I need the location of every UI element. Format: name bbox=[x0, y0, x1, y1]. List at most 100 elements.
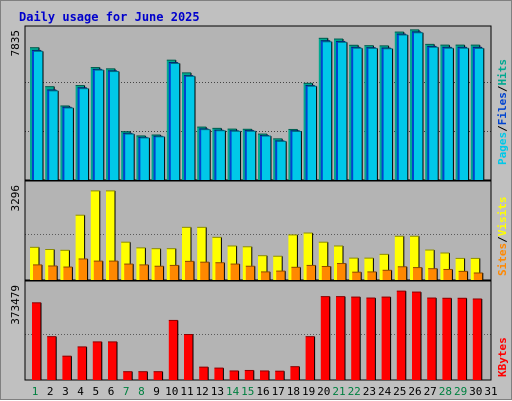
bar-sites-day-18 bbox=[291, 266, 301, 280]
bar-kbytes-day-8 bbox=[138, 371, 148, 380]
x-tick-label: 18 bbox=[287, 385, 300, 398]
bar-kbytes-day-3 bbox=[62, 355, 72, 380]
bar-pages-day-9 bbox=[155, 136, 166, 180]
bar-kbytes-day-30 bbox=[472, 298, 483, 380]
bar-pages-day-12 bbox=[201, 129, 211, 180]
bar-sites-day-21 bbox=[337, 263, 347, 280]
x-tick-label: 26 bbox=[408, 385, 421, 398]
legend-visits-panel: Sites/Visits bbox=[496, 197, 509, 277]
x-tick-label: 17 bbox=[272, 385, 285, 398]
x-tick-label: 31 bbox=[484, 385, 497, 398]
bar-sites-day-17 bbox=[276, 270, 286, 280]
x-tick-label: 28 bbox=[439, 385, 452, 398]
bar-sites-day-30 bbox=[473, 272, 484, 280]
bar-kbytes-day-13 bbox=[214, 367, 224, 380]
bar-sites-day-1 bbox=[33, 264, 43, 280]
bar-sites-day-29 bbox=[458, 270, 469, 280]
bar-sites-day-26 bbox=[413, 267, 423, 280]
legend-kbytes-panel: KBytes bbox=[496, 337, 509, 377]
x-tick-label: 14 bbox=[226, 385, 240, 398]
bar-kbytes-day-11 bbox=[184, 333, 194, 380]
legend-hits-panel-separator: / bbox=[496, 85, 509, 92]
x-tick-label: 13 bbox=[211, 385, 224, 398]
bar-sites-day-28 bbox=[443, 268, 453, 280]
bar-pages-day-1 bbox=[34, 50, 44, 180]
bar-sites-day-7 bbox=[124, 263, 134, 280]
bar-sites-day-10 bbox=[169, 264, 180, 280]
bar-sites-day-13 bbox=[215, 262, 225, 280]
x-tick-label: 22 bbox=[348, 385, 361, 398]
x-tick-label: 20 bbox=[317, 385, 330, 398]
bar-pages-day-14 bbox=[231, 130, 242, 180]
bar-sites-day-20 bbox=[321, 265, 332, 280]
chart-title: Daily usage for June 2025 bbox=[19, 10, 200, 24]
bar-pages-day-16 bbox=[262, 135, 272, 180]
bar-pages-day-2 bbox=[49, 90, 59, 180]
bar-sites-day-23 bbox=[367, 271, 377, 280]
legend-hits-panel: Pages/Files/Hits bbox=[496, 59, 509, 165]
bar-pages-day-8 bbox=[140, 137, 150, 180]
bar-kbytes-day-27 bbox=[427, 297, 437, 380]
bar-kbytes-day-10 bbox=[168, 319, 179, 380]
bar-sites-day-12 bbox=[200, 261, 210, 280]
bar-kbytes-day-25 bbox=[396, 290, 407, 380]
bar-kbytes-day-22 bbox=[351, 296, 361, 380]
visits-panel-ymax-label: 3296 bbox=[9, 185, 22, 212]
x-tick-label: 27 bbox=[424, 385, 437, 398]
bar-sites-day-4 bbox=[78, 258, 89, 280]
x-tick-label: 16 bbox=[256, 385, 269, 398]
bar-kbytes-day-6 bbox=[108, 341, 118, 380]
bar-pages-day-19 bbox=[307, 85, 318, 180]
bar-kbytes-day-19 bbox=[305, 336, 316, 380]
bar-kbytes-day-21 bbox=[336, 296, 346, 380]
bar-pages-day-17 bbox=[277, 140, 287, 180]
legend-kbytes: KBytes bbox=[496, 337, 509, 377]
bar-kbytes-day-17 bbox=[275, 370, 285, 380]
x-tick-label: 15 bbox=[241, 385, 254, 398]
bar-kbytes-day-23 bbox=[366, 297, 376, 380]
bar-kbytes-day-28 bbox=[442, 297, 452, 380]
x-tick-label: 8 bbox=[138, 385, 145, 398]
bar-kbytes-day-14 bbox=[229, 370, 240, 380]
bar-sites-day-27 bbox=[428, 268, 438, 280]
bar-pages-day-28 bbox=[444, 47, 454, 181]
x-tick-label: 12 bbox=[196, 385, 209, 398]
bar-sites-day-2 bbox=[48, 265, 58, 280]
x-tick-label: 7 bbox=[123, 385, 130, 398]
bar-pages-day-23 bbox=[368, 47, 378, 181]
bar-pages-day-5 bbox=[94, 69, 105, 180]
bar-sites-day-8 bbox=[139, 264, 149, 280]
bar-kbytes-day-7 bbox=[123, 371, 133, 380]
x-tick-label: 2 bbox=[47, 385, 54, 398]
bar-kbytes-day-5 bbox=[92, 341, 103, 380]
bar-pages-day-15 bbox=[246, 130, 257, 180]
bar-kbytes-day-2 bbox=[47, 336, 57, 380]
bar-kbytes-day-12 bbox=[199, 366, 209, 380]
legend-files: Files bbox=[496, 92, 509, 125]
bar-kbytes-day-24 bbox=[381, 296, 392, 380]
bar-pages-day-21 bbox=[338, 41, 348, 181]
legend-visits: Visits bbox=[496, 197, 509, 237]
x-tick-label: 9 bbox=[153, 385, 160, 398]
legend-sites: Sites bbox=[496, 243, 509, 276]
x-tick-label: 1 bbox=[32, 385, 39, 398]
kbytes-panel-ymax-label: 373479 bbox=[9, 285, 22, 325]
bar-sites-day-11 bbox=[185, 260, 195, 280]
x-tick-label: 11 bbox=[180, 385, 193, 398]
bar-pages-day-18 bbox=[292, 130, 302, 180]
bar-sites-day-6 bbox=[109, 260, 119, 280]
bar-pages-day-30 bbox=[474, 47, 485, 181]
bar-pages-day-20 bbox=[322, 41, 333, 181]
legend-visits-panel-separator: / bbox=[496, 236, 509, 243]
x-tick-label: 6 bbox=[108, 385, 115, 398]
bar-sites-day-19 bbox=[306, 264, 317, 280]
x-tick-label: 30 bbox=[469, 385, 482, 398]
bar-sites-day-25 bbox=[397, 266, 408, 280]
x-tick-label: 25 bbox=[393, 385, 406, 398]
bar-pages-day-29 bbox=[459, 47, 470, 181]
bar-kbytes-day-4 bbox=[77, 346, 88, 380]
x-tick-label: 10 bbox=[165, 385, 178, 398]
x-tick-label: 19 bbox=[302, 385, 315, 398]
